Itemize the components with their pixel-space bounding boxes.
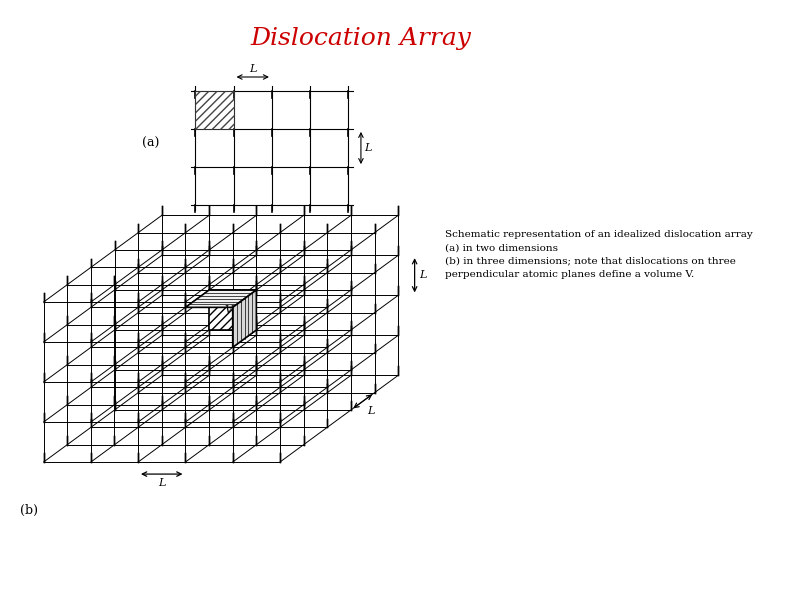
Text: V: V <box>224 305 232 315</box>
Text: Schematic representation of an idealized dislocation array
(a) in two dimensions: Schematic representation of an idealized… <box>445 230 754 278</box>
Text: L: L <box>249 64 256 74</box>
Text: (b): (b) <box>20 503 38 516</box>
Text: L: L <box>419 270 426 280</box>
Polygon shape <box>233 290 256 347</box>
Text: (a): (a) <box>141 136 159 149</box>
Polygon shape <box>209 290 256 330</box>
Text: L: L <box>364 143 372 153</box>
Text: Dislocation Array: Dislocation Array <box>250 27 472 50</box>
Polygon shape <box>186 290 256 308</box>
Text: L: L <box>368 406 375 416</box>
Text: L: L <box>158 478 165 488</box>
